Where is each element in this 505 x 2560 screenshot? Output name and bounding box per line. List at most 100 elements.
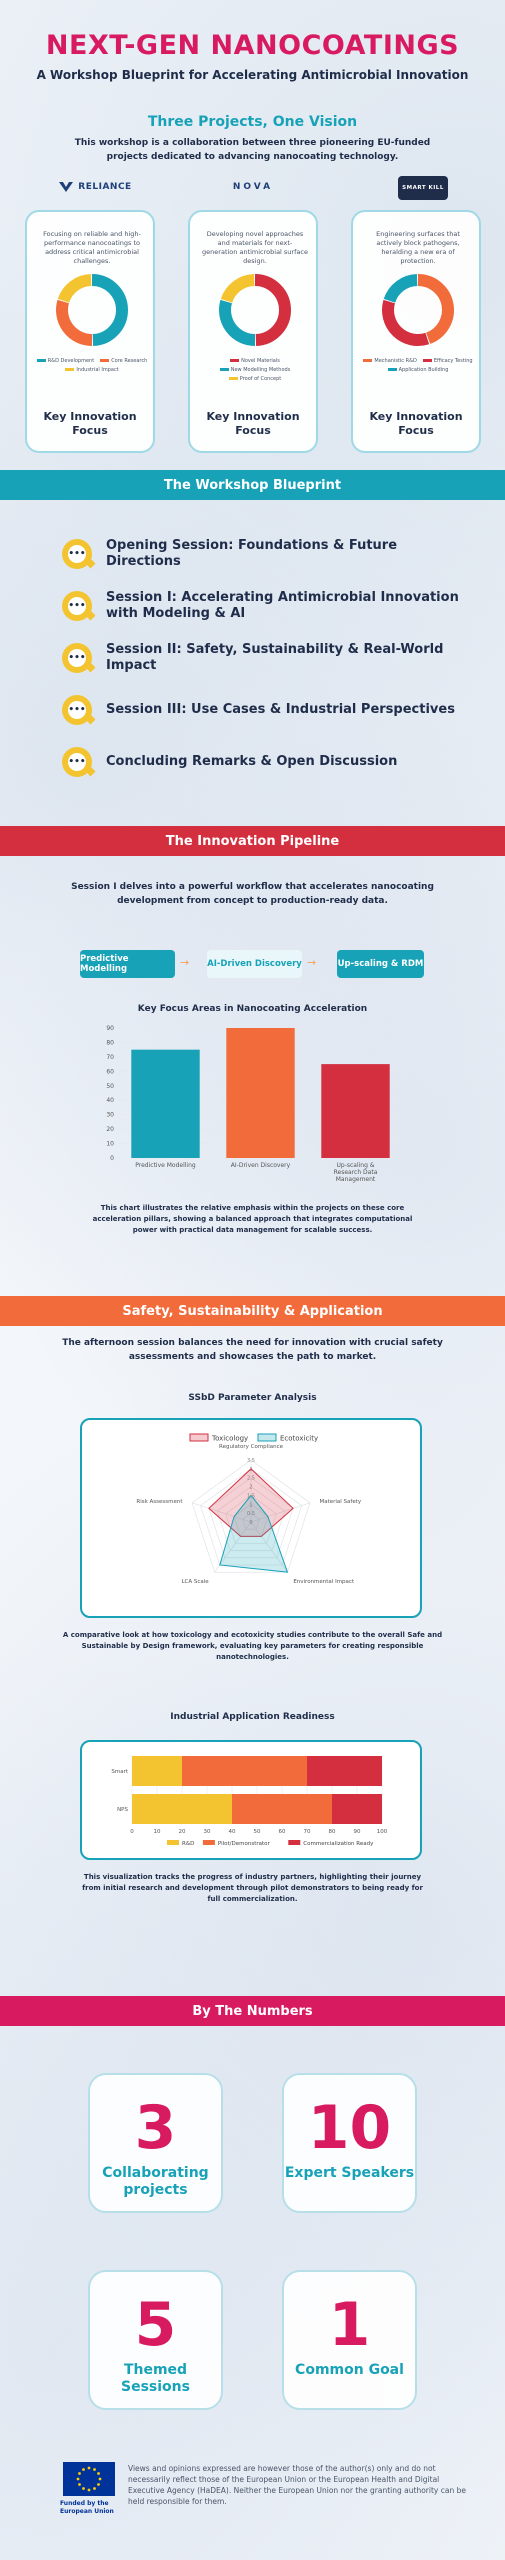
radar-axis [250,1502,311,1523]
numbers-band: By The Numbers [0,1996,505,2026]
y-tick-label: 70 [106,1054,114,1061]
x-tick-label: 80 [329,1829,336,1835]
focus-chart-title: Key Focus Areas in Nanocoating Accelerat… [137,1004,368,1014]
ssbd-radar-chart: Toxicology Ecotoxicity 0 0.5 1 1.5 2 2.5 3 3.5 Reg… [136,1433,362,1585]
legend-item: Mechanistic R&D [363,358,417,364]
legend-swatch [36,359,46,362]
nova-donut-chart [219,274,291,346]
legend-label: R&D [182,1841,194,1847]
project-description: Engineering surfaces that actively block… [376,230,460,265]
radar-series [208,1468,294,1537]
stacked-bar-segment [232,1794,332,1824]
x-tick-label: 0 [130,1829,134,1835]
readiness-chart-caption: This visualization tracks the progress o… [82,1873,423,1903]
eu-star [98,2477,102,2481]
arrow-right-icon: → [307,956,317,969]
safety-intro: The afternoon session balances the need … [62,1338,443,1362]
project-description: Focusing on reliable and high-performanc… [43,230,141,265]
donut-segment [57,274,92,303]
radar-gridline [225,1495,277,1544]
x-tick-label: 70 [304,1829,311,1835]
project-card-smart-kill: Engineering surfaces that actively block… [351,210,481,453]
y-tick-label: 20 [106,1126,114,1133]
stat-value: 10 [307,2093,392,2163]
page-subtitle: A Workshop Blueprint for Accelerating An… [36,68,469,82]
chat-bubble-icon: ••• [62,591,92,621]
r-tick-label: 0.5 [247,1511,255,1517]
stat-card: 10 Expert Speakers [282,2073,417,2213]
projects-intro: This workshop is a collaboration between… [74,138,431,162]
radar-gridline [242,1512,260,1530]
radar-series [219,1494,289,1573]
legend-swatch [363,359,373,362]
eu-star [87,2466,91,2470]
r-tick-label: 2 [249,1485,252,1491]
projects-heading: Three Projects, One Vision [147,114,358,130]
legend-swatch [257,1433,277,1442]
project-description: Developing novel approaches and material… [202,230,308,265]
r-tick-label: 3 [249,1467,252,1473]
page-title: NEXT-GEN NANOCOATINGS [45,30,460,61]
eu-disclaimer: Views and opinions expressed are however… [128,2464,466,2506]
numbers-heading: By The Numbers [192,2003,313,2019]
stacked-bar-segment [307,1756,382,1786]
key-innovation-label: Key Innovation Focus [369,410,463,437]
legend-swatch [228,377,238,380]
chat-bubble-icon: ••• [62,747,92,777]
x-tick-label: AI-Driven Discovery [231,1162,291,1169]
stat-label: Expert Speakers [284,2165,415,2181]
donut-segment [219,299,256,346]
y-tick-label: 40 [106,1097,114,1104]
y-tick-label: 30 [106,1112,114,1119]
radar-axis-label: Material Safety [319,1499,361,1505]
legend-swatch [387,368,397,371]
stat-value: 5 [134,2290,177,2360]
pipeline-step: Up-scaling & RDM [337,950,424,978]
radar-axis-label: Risk Assessment [136,1499,183,1505]
x-tick-label: Management [336,1176,376,1183]
x-tick-label: 60 [279,1829,286,1835]
chat-bubble-icon: ••• [62,643,92,673]
legend-swatch [100,359,110,362]
legend-swatch [167,1840,179,1845]
readiness-chart-frame: 0 10 20 30 40 50 60 70 80 90 100 Smart NPS R&D Pilot/D… [80,1740,422,1860]
legend-item: Industrial Impact [65,367,119,373]
eu-star [82,2468,85,2471]
project-card-nova: Developing novel approaches and material… [188,210,318,453]
agenda-item: ••• Session I: Accelerating Antimicrobia… [62,589,462,623]
radar-chart-caption: A comparative look at how toxicology and… [62,1631,443,1661]
donut-segment [91,274,128,346]
stat-value: 1 [328,2290,371,2360]
y-tick-label: 0 [110,1155,114,1162]
agenda-item: ••• Session III: Use Cases & Industrial … [62,693,462,727]
bar [131,1049,200,1158]
eu-funded-label: Funded by the European Union [60,2500,114,2515]
nova-logo: NOVA [232,182,274,192]
legend-label: Toxicology [211,1435,248,1443]
eu-star [87,2488,91,2492]
stacked-bar-segment [182,1756,307,1786]
safety-band: Safety, Sustainability & Application [0,1296,505,1326]
x-tick-label: 30 [204,1829,211,1835]
eu-star [76,2477,80,2481]
donut-segment [382,299,430,346]
x-tick-label: 40 [229,1829,236,1835]
x-tick-label: 100 [377,1829,388,1835]
reliance-logo: RELIANCE [55,176,135,198]
arrow-right-icon: → [180,956,190,969]
radar-gridline [200,1468,302,1566]
x-tick-label: 90 [354,1829,361,1835]
x-tick-label: 50 [254,1829,261,1835]
radar-chart-title: SSbD Parameter Analysis [188,1393,317,1403]
legend-swatch [422,359,432,362]
readiness-chart-title: Industrial Application Readiness [170,1712,335,1722]
key-innovation-label: Key Innovation Focus [206,410,300,437]
reliance-donut-legend: R&D Development Core Research Industrial I… [31,358,153,373]
y-tick-label: Smart [111,1769,128,1775]
agenda-item: ••• Opening Session: Foundations & Futur… [62,537,462,571]
legend-item: Proof of Concept [228,376,281,382]
eu-star [97,2472,100,2475]
legend-swatch [189,1433,209,1442]
focus-chart-caption: This chart illustrates the relative emph… [92,1204,413,1234]
y-tick-label: NPS [117,1807,128,1813]
